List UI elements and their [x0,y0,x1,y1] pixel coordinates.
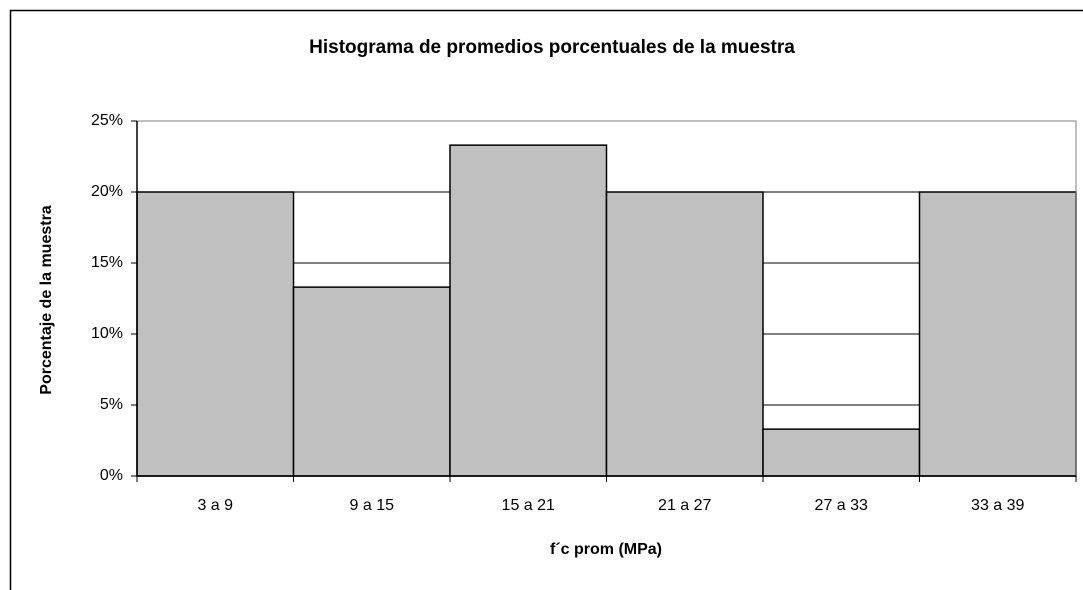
x-axis-label: f´c prom (MPa) [550,541,662,558]
x-tick-label: 15 a 21 [502,497,555,514]
x-tick-label: 9 a 15 [350,497,395,514]
bar [449,144,608,477]
bar [918,191,1077,477]
chart-title: Histograma de promedios porcentuales de … [309,37,795,58]
bar [292,286,451,477]
y-tick-label: 0% [100,467,123,484]
y-tick-label: 15% [91,254,123,271]
bars [136,144,1077,477]
x-tick-label: 21 a 27 [658,497,711,514]
bar [605,191,764,477]
x-tick-label: 27 a 33 [815,497,868,514]
y-tick-label: 25% [91,112,123,129]
y-tick-label: 20% [91,183,123,200]
axes: 0% 5% 10% 15% 20% 25% 3 a 9 9 a 15 15 a 21 21 a 2… [91,112,1077,514]
bar [762,428,921,477]
x-tick-label: 3 a 9 [197,497,233,514]
bar [136,191,295,477]
y-tick-label: 5% [100,396,123,413]
x-tick-label: 33 a 39 [971,497,1024,514]
y-tick-label: 10% [91,325,123,342]
y-axis-label: Porcentaje de la muestra [38,205,55,395]
